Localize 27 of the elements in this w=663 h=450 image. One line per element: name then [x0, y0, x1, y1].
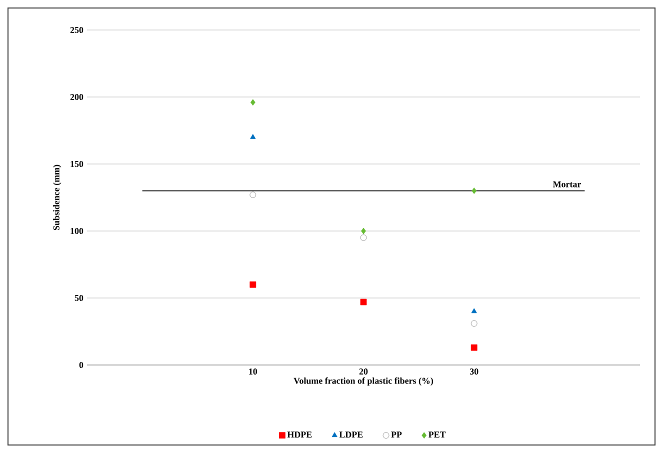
y-tick-label: 100 [70, 228, 84, 234]
y-tick-label: 150 [70, 160, 84, 168]
point [250, 281, 256, 288]
legend-label: LDPE [339, 432, 363, 438]
point [250, 99, 256, 106]
y-tick-label: 0 [79, 362, 84, 368]
point [360, 234, 367, 241]
point [250, 192, 256, 198]
point [361, 228, 366, 234]
y-tick-label: 250 [70, 26, 84, 34]
y-tick-label: 200 [70, 94, 84, 100]
y-axis-title: Subsidence (mm) [53, 164, 62, 230]
point [250, 134, 256, 139]
y-tick-label: 50 [74, 294, 84, 302]
legend-label: PET [428, 432, 446, 438]
point [471, 308, 477, 314]
series-label: Mortar [552, 181, 581, 188]
point [470, 344, 478, 351]
x-tick-label: 30 [470, 368, 478, 375]
x-tick-label: 10 [249, 368, 258, 375]
x-tick-label: 20 [359, 368, 368, 375]
point [472, 188, 477, 194]
point [470, 320, 478, 327]
legend-label: HDPE [287, 432, 312, 438]
point [360, 298, 367, 306]
x-axis-title: Volume fraction of plastic fibers (%) [294, 377, 434, 386]
legend-label: PP [391, 432, 402, 438]
